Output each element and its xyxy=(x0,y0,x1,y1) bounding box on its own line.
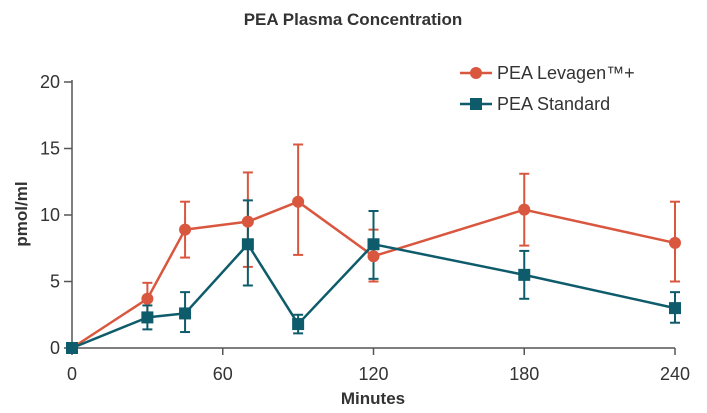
legend: PEA Levagen™+ PEA Standard xyxy=(460,63,635,114)
x-tick-label: 0 xyxy=(67,364,77,384)
x-axis-label: Minutes xyxy=(341,389,405,408)
series-lines xyxy=(71,200,676,350)
legend-marker xyxy=(470,98,482,110)
series-line xyxy=(71,200,676,350)
y-tick-label: 10 xyxy=(40,205,60,225)
y-tick-label: 20 xyxy=(40,72,60,92)
x-tick-label: 60 xyxy=(213,364,233,384)
legend-label: PEA Levagen™+ xyxy=(497,63,635,83)
x-tick-label: 240 xyxy=(660,364,690,384)
data-point xyxy=(367,250,380,263)
x-tick-label: 120 xyxy=(358,364,388,384)
data-point xyxy=(518,203,531,216)
data-point xyxy=(241,215,254,228)
y-axis-label: pmol/ml xyxy=(12,181,31,246)
data-point xyxy=(66,342,78,354)
data-point xyxy=(179,307,192,320)
data-point xyxy=(141,292,154,305)
data-point xyxy=(669,302,681,315)
data-point xyxy=(241,238,254,251)
data-point xyxy=(292,318,305,331)
legend-marker xyxy=(470,67,482,79)
y-tick-label: 15 xyxy=(40,139,60,159)
y-tick-label: 0 xyxy=(50,338,60,358)
y-tick-label: 5 xyxy=(50,272,60,292)
data-point xyxy=(179,223,192,236)
series-line xyxy=(71,243,676,350)
error-bars xyxy=(142,143,680,335)
data-point xyxy=(518,268,531,281)
x-tick-label: 180 xyxy=(509,364,539,384)
chart-title: PEA Plasma Concentration xyxy=(244,10,463,29)
series-markers xyxy=(66,195,681,354)
data-point xyxy=(669,236,681,249)
data-point xyxy=(141,311,154,324)
axes: 0 5 10 15 20 0 60 120 180 240 xyxy=(40,72,690,384)
data-point xyxy=(367,238,380,251)
data-point xyxy=(292,195,305,208)
legend-label: PEA Standard xyxy=(497,94,610,114)
